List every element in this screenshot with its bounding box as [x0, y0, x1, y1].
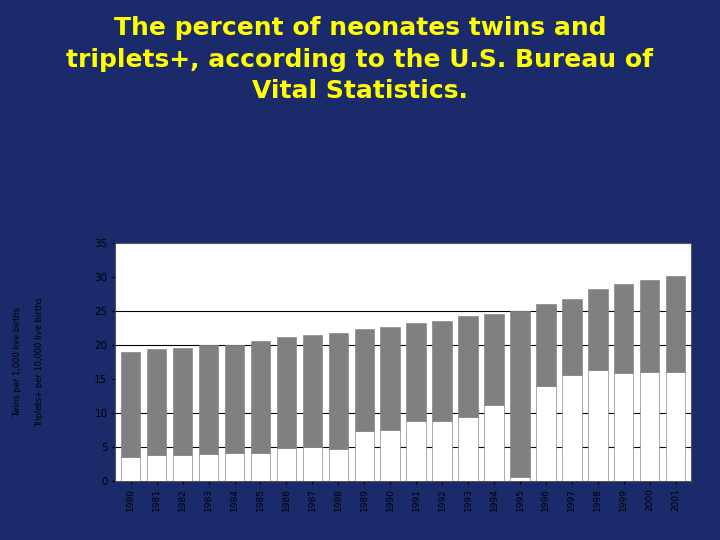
Text: Twins per 1,000 live births: Twins per 1,000 live births [14, 307, 22, 417]
Bar [433, 321, 452, 421]
Bar [407, 421, 426, 481]
Bar [485, 314, 504, 404]
Bar [666, 275, 685, 372]
Bar [588, 289, 608, 370]
Bar [640, 372, 660, 481]
Bar [251, 453, 270, 481]
Bar [510, 477, 530, 481]
Text: The percent of neonates twins and
triplets+, according to the U.S. Bureau of
Vit: The percent of neonates twins and triple… [66, 16, 654, 103]
Bar [614, 373, 634, 481]
Bar [121, 457, 140, 481]
Bar [225, 454, 244, 481]
Bar [173, 348, 192, 455]
Bar [147, 455, 166, 481]
Bar [536, 386, 556, 481]
Bar [536, 304, 556, 386]
Text: Triplets+ per 10,000 live births: Triplets+ per 10,000 live births [35, 297, 44, 427]
Bar [459, 417, 478, 481]
Bar [380, 430, 400, 481]
Bar [328, 333, 348, 449]
Bar [302, 335, 322, 447]
Bar [433, 421, 452, 481]
Bar [276, 336, 296, 448]
Bar [276, 448, 296, 481]
Bar [640, 280, 660, 372]
Bar [407, 323, 426, 421]
Bar [510, 311, 530, 477]
Bar [328, 449, 348, 481]
Bar [562, 375, 582, 481]
Bar [588, 370, 608, 481]
Bar [173, 455, 192, 481]
Bar [614, 284, 634, 373]
Bar [199, 454, 218, 481]
Bar [147, 349, 166, 455]
Bar [354, 329, 374, 431]
Bar [302, 447, 322, 481]
Bar [121, 352, 140, 457]
Bar [354, 431, 374, 481]
Bar [459, 316, 478, 417]
Bar [562, 299, 582, 375]
Bar [199, 345, 218, 454]
Bar [225, 345, 244, 454]
Bar [251, 341, 270, 453]
Bar [380, 327, 400, 430]
Bar [485, 404, 504, 481]
Bar [666, 372, 685, 481]
